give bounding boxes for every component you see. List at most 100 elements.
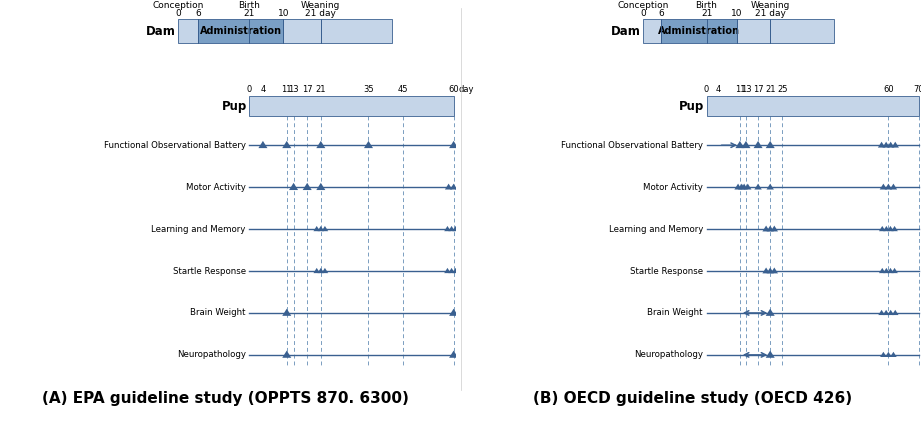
Polygon shape — [455, 184, 462, 190]
Text: day: day — [458, 85, 473, 94]
Polygon shape — [364, 141, 373, 148]
Polygon shape — [452, 226, 459, 231]
Polygon shape — [887, 142, 894, 148]
Polygon shape — [457, 226, 463, 231]
Text: 21: 21 — [316, 85, 326, 94]
Polygon shape — [445, 184, 452, 190]
Text: 21 day: 21 day — [306, 8, 336, 18]
Polygon shape — [887, 268, 893, 273]
Polygon shape — [449, 309, 458, 316]
Polygon shape — [888, 310, 894, 315]
Text: Learning and Memory: Learning and Memory — [151, 225, 246, 234]
Polygon shape — [763, 268, 770, 273]
Polygon shape — [765, 141, 775, 148]
Polygon shape — [449, 268, 455, 273]
Bar — [737, 20, 770, 43]
Text: 6: 6 — [195, 8, 201, 18]
Polygon shape — [766, 184, 774, 190]
Text: 0: 0 — [247, 85, 252, 94]
Polygon shape — [879, 310, 885, 315]
Text: Brain Weight: Brain Weight — [190, 308, 246, 318]
Polygon shape — [321, 268, 328, 273]
Bar — [284, 20, 321, 43]
Polygon shape — [259, 141, 267, 148]
Text: Dam: Dam — [146, 25, 176, 38]
Polygon shape — [444, 268, 450, 273]
Text: 4: 4 — [261, 85, 265, 94]
Text: Startle Response: Startle Response — [172, 267, 246, 276]
Text: Conception: Conception — [617, 1, 669, 10]
Text: 0: 0 — [704, 85, 709, 94]
Bar — [643, 20, 661, 43]
Polygon shape — [444, 226, 450, 231]
Polygon shape — [316, 141, 325, 148]
Text: Motor Activity: Motor Activity — [186, 183, 246, 192]
Polygon shape — [738, 184, 745, 190]
Text: 21: 21 — [765, 85, 775, 94]
Text: 60: 60 — [883, 85, 893, 94]
Text: 70: 70 — [914, 85, 921, 94]
Text: 21: 21 — [701, 8, 712, 18]
Text: Weaning: Weaning — [301, 1, 341, 10]
Polygon shape — [735, 141, 744, 148]
Polygon shape — [318, 268, 324, 273]
Polygon shape — [892, 226, 898, 231]
Polygon shape — [289, 183, 298, 190]
Polygon shape — [313, 226, 320, 231]
Text: Birth: Birth — [695, 1, 717, 10]
Text: Startle Response: Startle Response — [630, 267, 703, 276]
Polygon shape — [880, 184, 887, 190]
Polygon shape — [765, 309, 775, 316]
Text: 0: 0 — [640, 8, 646, 18]
Polygon shape — [766, 268, 774, 273]
Text: Weaning: Weaning — [751, 1, 790, 10]
Polygon shape — [449, 226, 455, 231]
Polygon shape — [766, 226, 774, 232]
Text: Administration: Administration — [200, 26, 282, 36]
Text: Brain Weight: Brain Weight — [647, 308, 703, 318]
Text: 10: 10 — [731, 8, 742, 18]
Polygon shape — [883, 310, 890, 315]
Text: 13: 13 — [740, 85, 752, 94]
Polygon shape — [282, 141, 291, 148]
Text: 13: 13 — [288, 85, 299, 94]
Bar — [198, 20, 284, 43]
Text: (A) EPA guideline study (OPPTS 870. 6300): (A) EPA guideline study (OPPTS 870. 6300… — [42, 391, 409, 406]
Polygon shape — [282, 309, 291, 316]
Text: 35: 35 — [363, 85, 374, 94]
Polygon shape — [303, 183, 311, 190]
Text: 17: 17 — [302, 85, 312, 94]
Polygon shape — [879, 268, 885, 273]
Text: 25: 25 — [777, 85, 787, 94]
Text: 60: 60 — [449, 85, 459, 94]
Polygon shape — [763, 226, 770, 232]
Text: Functional Observational Battery: Functional Observational Battery — [561, 141, 703, 150]
Polygon shape — [879, 226, 885, 231]
Text: Learning and Memory: Learning and Memory — [609, 225, 703, 234]
Text: 21 day: 21 day — [755, 8, 786, 18]
Bar — [706, 96, 919, 116]
Text: Motor Activity: Motor Activity — [643, 183, 703, 192]
Text: 4: 4 — [716, 85, 721, 94]
Polygon shape — [450, 184, 458, 190]
Text: (B) OECD guideline study (OECD 426): (B) OECD guideline study (OECD 426) — [533, 391, 852, 406]
Text: 17: 17 — [752, 85, 764, 94]
Polygon shape — [771, 268, 778, 273]
Text: Administration: Administration — [658, 26, 740, 36]
Polygon shape — [885, 184, 892, 190]
Text: Neuropathology: Neuropathology — [634, 350, 703, 360]
Text: 21: 21 — [244, 8, 255, 18]
Polygon shape — [890, 184, 897, 190]
Text: 10: 10 — [277, 8, 289, 18]
Polygon shape — [754, 184, 762, 190]
Polygon shape — [452, 268, 459, 273]
Bar — [250, 96, 454, 116]
Polygon shape — [734, 184, 741, 190]
Polygon shape — [449, 141, 458, 148]
Polygon shape — [741, 141, 751, 148]
Text: Birth: Birth — [239, 1, 261, 10]
Polygon shape — [887, 226, 893, 231]
Bar — [178, 20, 198, 43]
Polygon shape — [282, 351, 291, 358]
Polygon shape — [753, 141, 763, 148]
